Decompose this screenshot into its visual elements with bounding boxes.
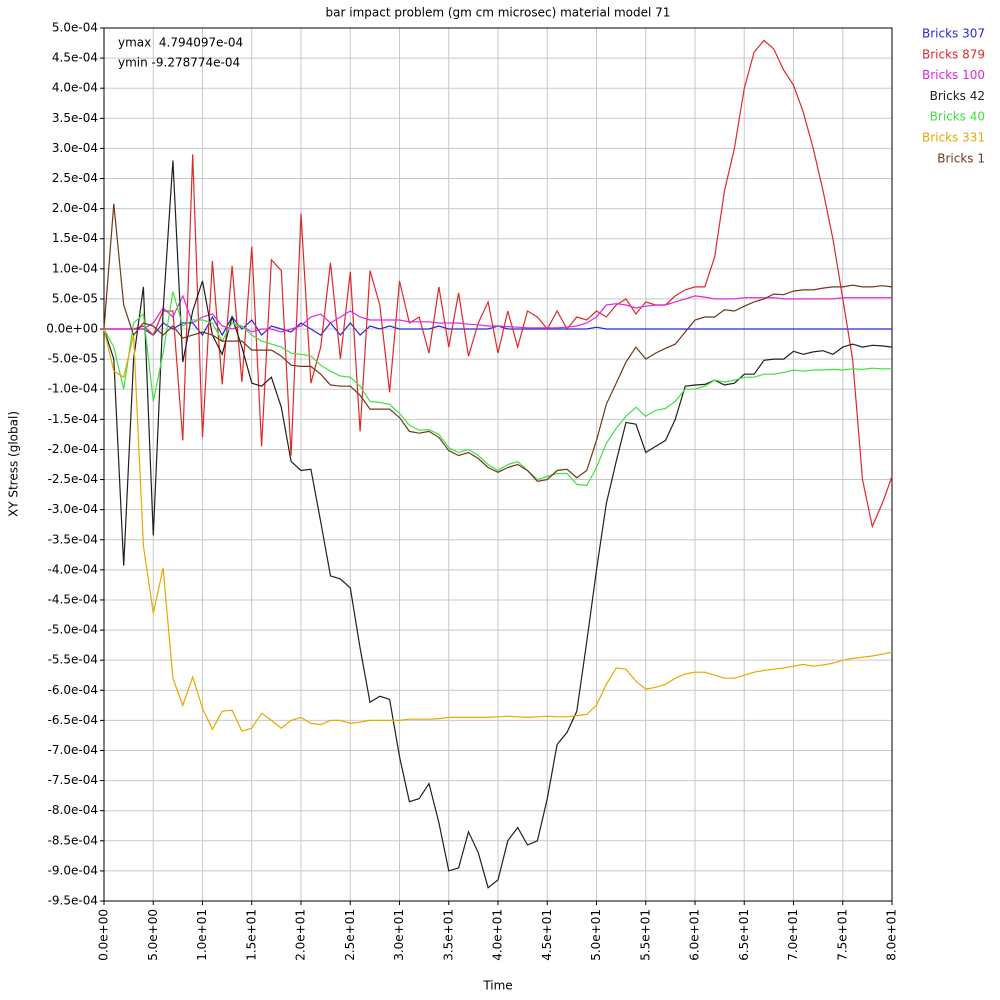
series-line — [103, 203, 893, 483]
legend-entry: Bricks 42 — [930, 89, 985, 103]
y-tick-label: 3.0e-04 — [52, 141, 98, 155]
x-tick-label: 5.5e+01 — [638, 909, 652, 961]
chart-title: bar impact problem (gm cm microsec) mate… — [326, 6, 671, 20]
x-tick-label: 2.5e+01 — [343, 909, 357, 961]
x-tick-label: 6.5e+01 — [737, 909, 751, 961]
y-tick-label: 2.5e-04 — [52, 171, 98, 185]
y-tick-label: -4.5e-04 — [48, 592, 98, 606]
y-tick-label: -5.0e-05 — [48, 352, 98, 366]
y-tick-label: 4.5e-04 — [52, 51, 98, 65]
y-tick-label: -1.0e-04 — [48, 382, 98, 396]
y-tick-label: -8.5e-04 — [48, 833, 98, 847]
x-tick-label: 7.0e+01 — [786, 909, 800, 961]
y-tick-label: -3.5e-04 — [48, 532, 98, 546]
y-tick-label: 5.0e-04 — [52, 21, 98, 35]
x-tick-label: 1.0e+01 — [195, 909, 209, 961]
y-tick-label: 1.0e-04 — [52, 261, 98, 275]
x-tick-label: 4.5e+01 — [540, 909, 554, 961]
x-tick-label: 3.5e+01 — [441, 909, 455, 961]
y-tick-label: -7.5e-04 — [48, 773, 98, 787]
legend-entry: Bricks 879 — [922, 47, 985, 61]
x-tick-label: 2.0e+01 — [294, 909, 308, 961]
x-tick-label: 0.0e+00 — [97, 909, 111, 961]
y-tick-label: -6.0e-04 — [48, 683, 98, 697]
y-tick-label: -5.5e-04 — [48, 653, 98, 667]
legend-entry: Bricks 40 — [930, 110, 985, 124]
series-line — [104, 39, 893, 529]
y-axis-label: XY Stress (global) — [7, 411, 21, 517]
y-tick-label: -4.0e-04 — [48, 562, 98, 576]
y-tick-label: 3.5e-04 — [52, 111, 98, 125]
y-tick-label: 2.0e-04 — [52, 201, 98, 215]
x-tick-label: 8.0e+01 — [885, 909, 899, 961]
y-tick-label: -6.5e-04 — [48, 713, 98, 727]
y-tick-label: -1.5e-04 — [48, 412, 98, 426]
x-tick-label: 5.0e+00 — [146, 909, 160, 961]
annotation: ymin -9.278774e-04 — [118, 56, 240, 70]
y-tick-label: 4.0e-04 — [52, 81, 98, 95]
y-tick-label: -2.0e-04 — [48, 442, 98, 456]
legend-entry: Bricks 100 — [922, 68, 985, 82]
x-tick-label: 6.0e+01 — [688, 909, 702, 961]
y-tick-label: -3.0e-04 — [48, 502, 98, 516]
annotation: ymax 4.794097e-04 — [118, 36, 243, 50]
y-tick-label: -7.0e-04 — [48, 743, 98, 757]
series-line — [103, 328, 893, 732]
x-tick-label: 1.5e+01 — [244, 909, 258, 961]
series-line — [103, 291, 892, 487]
plot-frame — [103, 27, 893, 902]
y-tick-label: 5.0e-05 — [52, 291, 98, 305]
y-tick-label: -9.5e-04 — [48, 894, 98, 908]
x-tick-label: 4.0e+01 — [491, 909, 505, 961]
legend-entry: Bricks 307 — [922, 27, 985, 41]
legend-entry: Bricks 1 — [937, 151, 985, 165]
legend-entry: Bricks 331 — [922, 131, 985, 145]
y-tick-label: -2.5e-04 — [48, 472, 98, 486]
y-tick-label: 1.5e-04 — [52, 231, 98, 245]
x-tick-label: 7.5e+01 — [835, 909, 849, 961]
series-line — [103, 160, 893, 889]
x-tick-label: 5.0e+01 — [589, 909, 603, 961]
y-tick-label: -8.0e-04 — [48, 803, 98, 817]
y-tick-label: 0.0e+00 — [46, 322, 98, 336]
y-tick-label: -9.0e-04 — [48, 863, 98, 877]
y-tick-label: -5.0e-04 — [48, 623, 98, 637]
x-tick-label: 3.0e+01 — [392, 909, 406, 961]
x-axis-label: Time — [482, 979, 512, 993]
